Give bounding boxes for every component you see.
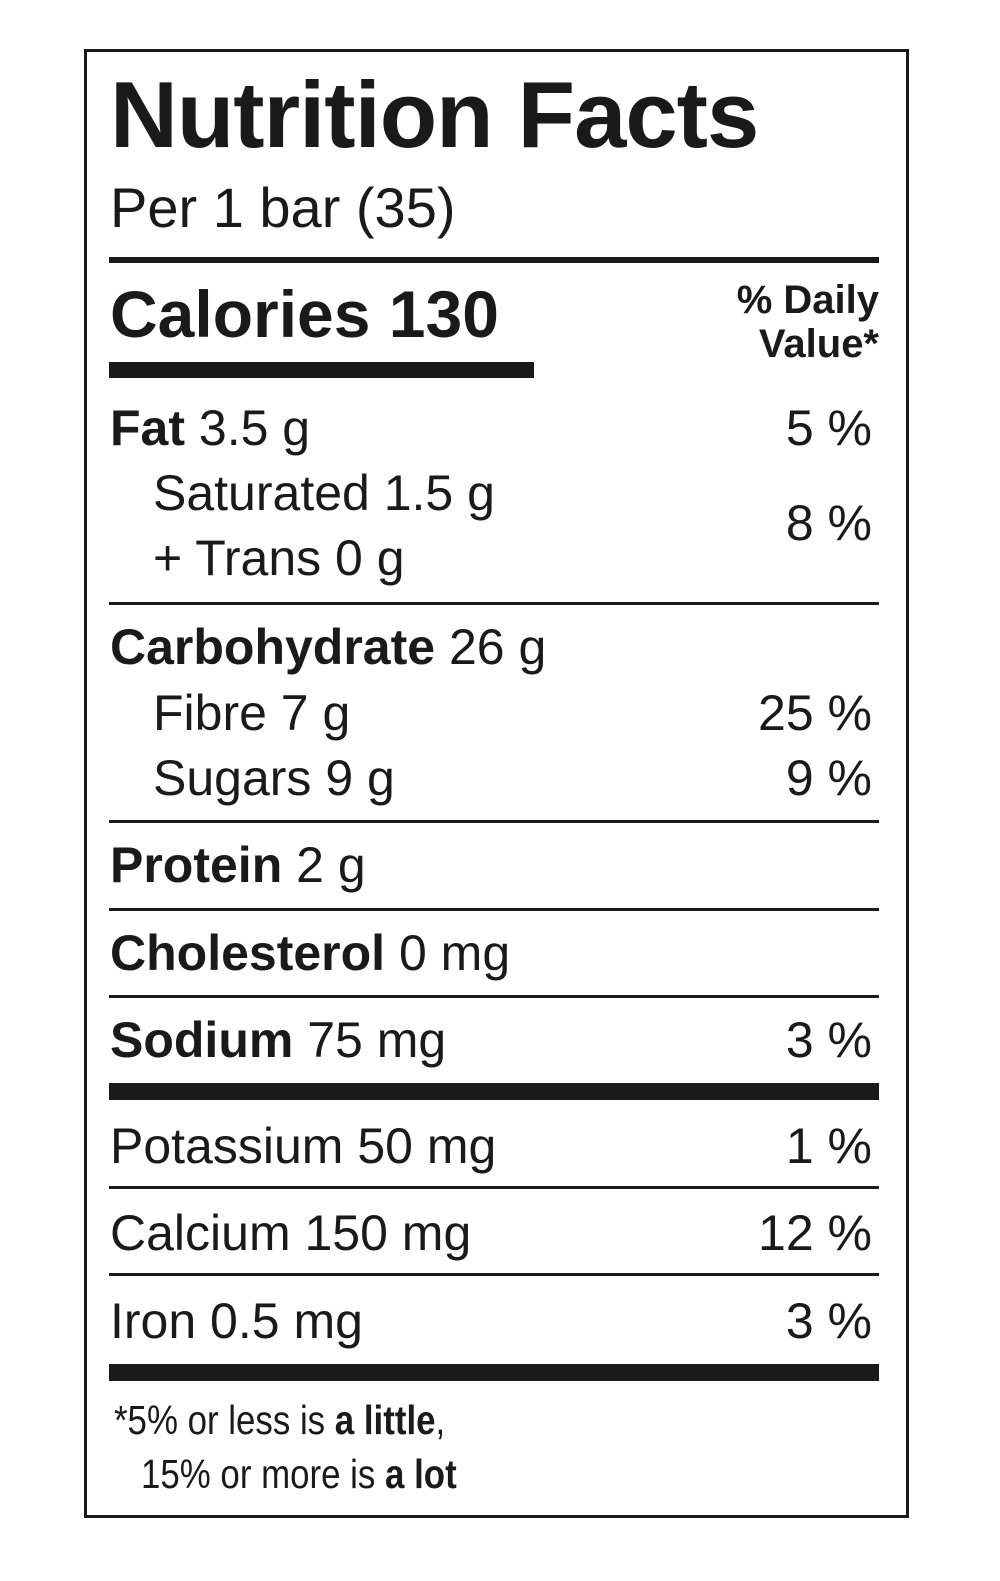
nutrition-label-border (84, 49, 909, 1518)
daily-value-header: % Daily Value* (737, 278, 879, 366)
footnote-bold: a little (334, 1397, 436, 1443)
calories-bar (109, 362, 534, 378)
thick-divider (109, 1364, 879, 1381)
thick-divider (109, 1083, 879, 1100)
fat-name: Fat (110, 400, 185, 456)
cholesterol-name: Cholesterol (110, 925, 386, 981)
sodium-dv: 3 % (785, 1012, 872, 1068)
divider (109, 820, 879, 823)
saturated-trans-dv: 8 % (785, 495, 872, 551)
divider (109, 908, 879, 911)
carbohydrate-amount: 26 g (448, 619, 547, 675)
sodium-row: Sodium 75 mg (110, 1015, 446, 1065)
footnote-bold: a lot (385, 1451, 457, 1497)
footnote-text: 15% or more is (141, 1451, 386, 1497)
divider (109, 995, 879, 998)
carbohydrate-name: Carbohydrate (110, 619, 436, 675)
iron-dv: 3 % (785, 1293, 872, 1349)
potassium-dv: 1 % (785, 1118, 872, 1174)
cholesterol-row: Cholesterol 0 mg (110, 928, 510, 978)
footnote-text: *5% or less is (114, 1397, 335, 1443)
label-title: Nutrition Facts (110, 62, 759, 167)
fat-amount: 3.5 g (198, 400, 311, 456)
protein-row: Protein 2 g (110, 840, 366, 890)
divider (109, 1186, 879, 1189)
divider (109, 602, 879, 605)
footnote-text: , (435, 1397, 446, 1443)
fibre-row: Fibre 7 g (153, 685, 351, 741)
daily-value-header-line2: Value* (758, 322, 879, 366)
calcium-row: Calcium 150 mg (110, 1205, 472, 1261)
fat-dv: 5 % (785, 400, 872, 456)
protein-amount: 2 g (296, 837, 366, 893)
divider (109, 1273, 879, 1276)
cholesterol-amount: 0 mg (398, 925, 511, 981)
daily-value-header-line1: % Daily (736, 278, 879, 322)
fibre-dv: 25 % (758, 685, 872, 741)
footnote-line2: 15% or more is a lot (141, 1454, 457, 1495)
protein-name: Protein (110, 837, 283, 893)
sugars-row: Sugars 9 g (153, 750, 395, 806)
calories: Calories 130 (110, 277, 499, 351)
sodium-name: Sodium (110, 1012, 294, 1068)
divider (109, 257, 879, 263)
saturated-row: Saturated 1.5 g (153, 465, 495, 521)
footnote-line1: *5% or less is a little, (114, 1400, 445, 1441)
potassium-row: Potassium 50 mg (110, 1118, 497, 1174)
calcium-dv: 12 % (758, 1205, 872, 1261)
trans-row: + Trans 0 g (153, 530, 405, 586)
sugars-dv: 9 % (785, 750, 872, 806)
sodium-amount: 75 mg (307, 1012, 447, 1068)
iron-row: Iron 0.5 mg (110, 1293, 363, 1349)
serving-size: Per 1 bar (35) (110, 176, 456, 239)
fat-row: Fat 3.5 g (110, 403, 310, 453)
carbohydrate-row: Carbohydrate 26 g (110, 622, 546, 672)
